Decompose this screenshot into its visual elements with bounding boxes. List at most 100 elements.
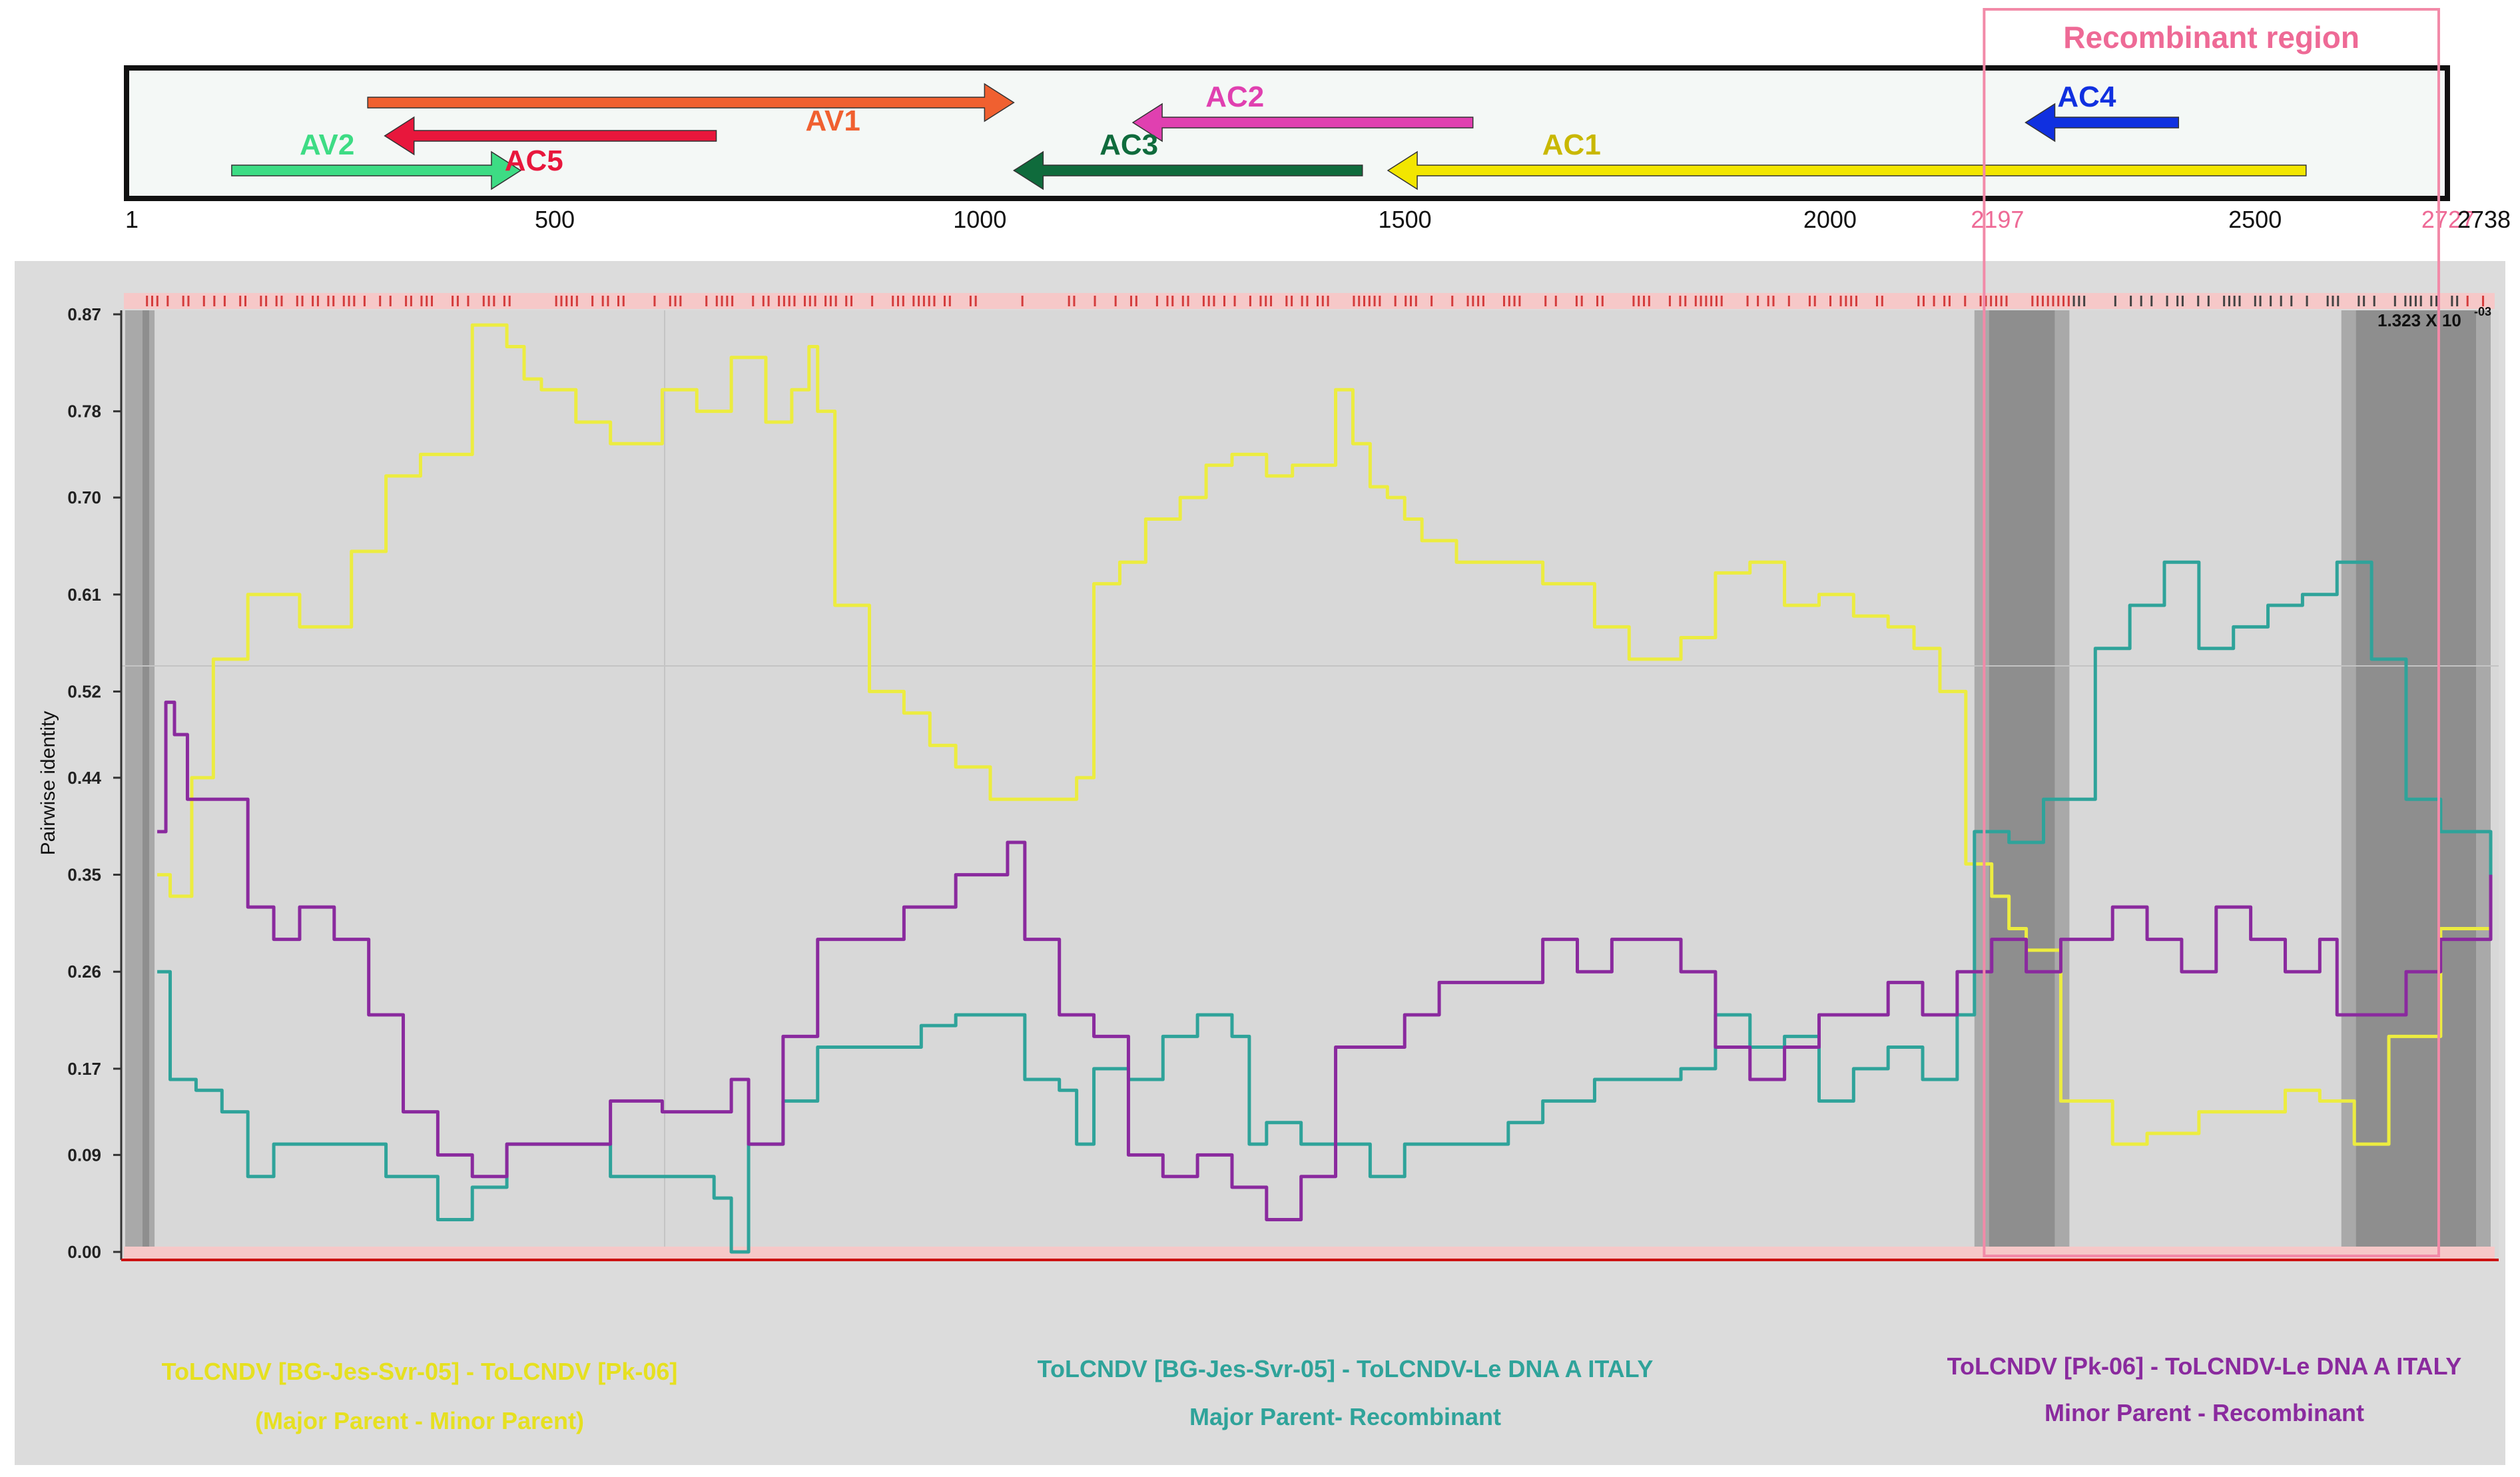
informative-site (1477, 296, 1480, 306)
informative-site (1327, 296, 1329, 306)
legend: ToLCNDV [BG-Jes-Svr-05] - ToLCNDV [Pk-06… (162, 1352, 2462, 1434)
informative-site (1933, 296, 1935, 306)
informative-site (1265, 296, 1267, 306)
informative-site (2067, 296, 2070, 306)
informative-site (1787, 296, 1790, 306)
informative-site (1207, 296, 1210, 306)
informative-site (974, 296, 977, 306)
informative-site (653, 296, 656, 306)
informative-site (2031, 296, 2034, 306)
informative-site (721, 296, 723, 306)
informative-site (1155, 296, 1158, 306)
identity-series (157, 323, 2493, 1254)
informative-site (892, 296, 894, 306)
recombinant-region-label: Recombinant region (2063, 20, 2360, 55)
informative-site (845, 296, 848, 306)
informative-site (897, 296, 900, 306)
genome-tick-1000: 1000 (953, 206, 1006, 233)
informative-site (2326, 296, 2329, 306)
informative-site (1850, 296, 1853, 306)
informative-site (1544, 296, 1547, 306)
informative-site (752, 296, 755, 306)
y-tick-label: 0.35 (67, 865, 101, 885)
informative-site (1223, 296, 1226, 306)
informative-site (944, 296, 946, 306)
legend-entry-3: ToLCNDV [Pk-06] - ToLCNDV-Le DNA A ITALY… (1947, 1352, 2462, 1426)
informative-site (1948, 296, 1951, 306)
informative-site (239, 296, 242, 306)
informative-site (2337, 296, 2340, 306)
informative-site (1306, 296, 1309, 306)
informative-site (1472, 296, 1474, 306)
informative-site (2000, 296, 2003, 306)
informative-site (2037, 296, 2039, 306)
informative-site (342, 296, 345, 306)
shaded-region-core-2 (1989, 310, 2055, 1257)
informative-site (348, 296, 350, 306)
informative-site (948, 296, 951, 306)
informative-site (1845, 296, 1847, 306)
informative-site (1166, 296, 1169, 306)
genome-tick-1500: 1500 (1379, 206, 1432, 233)
gene-label-av1: AV1 (806, 105, 860, 137)
y-tick-label: 0.87 (67, 304, 101, 324)
informative-site (456, 296, 459, 306)
informative-site (928, 296, 930, 306)
informative-site (731, 296, 734, 306)
informative-site (420, 296, 423, 306)
informative-site (565, 296, 568, 306)
informative-site (922, 296, 925, 306)
informative-site (1094, 296, 1096, 306)
informative-site (1353, 296, 1355, 306)
informative-site (1679, 296, 1682, 306)
informative-site (410, 296, 412, 306)
y-tick-label: 0.09 (67, 1145, 101, 1165)
informative-site (332, 296, 335, 306)
pvalue-annotation: 1.323 X 10 -03 (2377, 305, 2491, 330)
informative-site (2466, 296, 2469, 306)
informative-site (767, 296, 770, 306)
informative-site (1710, 296, 1713, 306)
informative-site (296, 296, 298, 306)
informative-site (1259, 296, 1262, 306)
informative-site (617, 296, 620, 306)
informative-site (1990, 296, 1993, 306)
informative-site (1068, 296, 1070, 306)
informative-site (223, 296, 226, 306)
informative-site (244, 296, 247, 306)
informative-site (1503, 296, 1506, 306)
informative-site (933, 296, 936, 306)
legend-entry-subtitle: (Major Parent - Minor Parent) (255, 1407, 584, 1434)
informative-site (1114, 296, 1117, 306)
informative-site (2114, 296, 2116, 306)
informative-site (280, 296, 283, 306)
gene-av1: AV1 (367, 83, 1015, 137)
informative-site (2414, 296, 2417, 306)
informative-site (2207, 296, 2210, 306)
informative-site (1358, 296, 1361, 306)
informative-site (2047, 296, 2049, 306)
gene-ac5: AC5 (384, 116, 717, 177)
informative-site (1368, 296, 1371, 306)
informative-site (275, 296, 278, 306)
informative-site (1233, 296, 1236, 306)
informative-site (834, 296, 837, 306)
informative-site (389, 296, 392, 306)
informative-site (705, 296, 708, 306)
legend-entry-subtitle: Minor Parent - Recombinant (2045, 1399, 2364, 1426)
informative-site (2057, 296, 2060, 306)
y-tick-label: 0.00 (67, 1242, 101, 1262)
gene-label-ac4: AC4 (2057, 81, 2116, 113)
informative-site (2430, 296, 2433, 306)
informative-site (265, 296, 268, 306)
gene-ac3: AC3 (1012, 129, 1363, 190)
informative-site (1021, 296, 1024, 306)
informative-site (1757, 296, 1759, 306)
informative-site (2130, 296, 2132, 306)
informative-site (2176, 296, 2179, 306)
informative-site (2373, 296, 2375, 306)
informative-site (575, 296, 578, 306)
informative-site (601, 296, 604, 306)
y-tick-label: 0.78 (67, 402, 101, 422)
